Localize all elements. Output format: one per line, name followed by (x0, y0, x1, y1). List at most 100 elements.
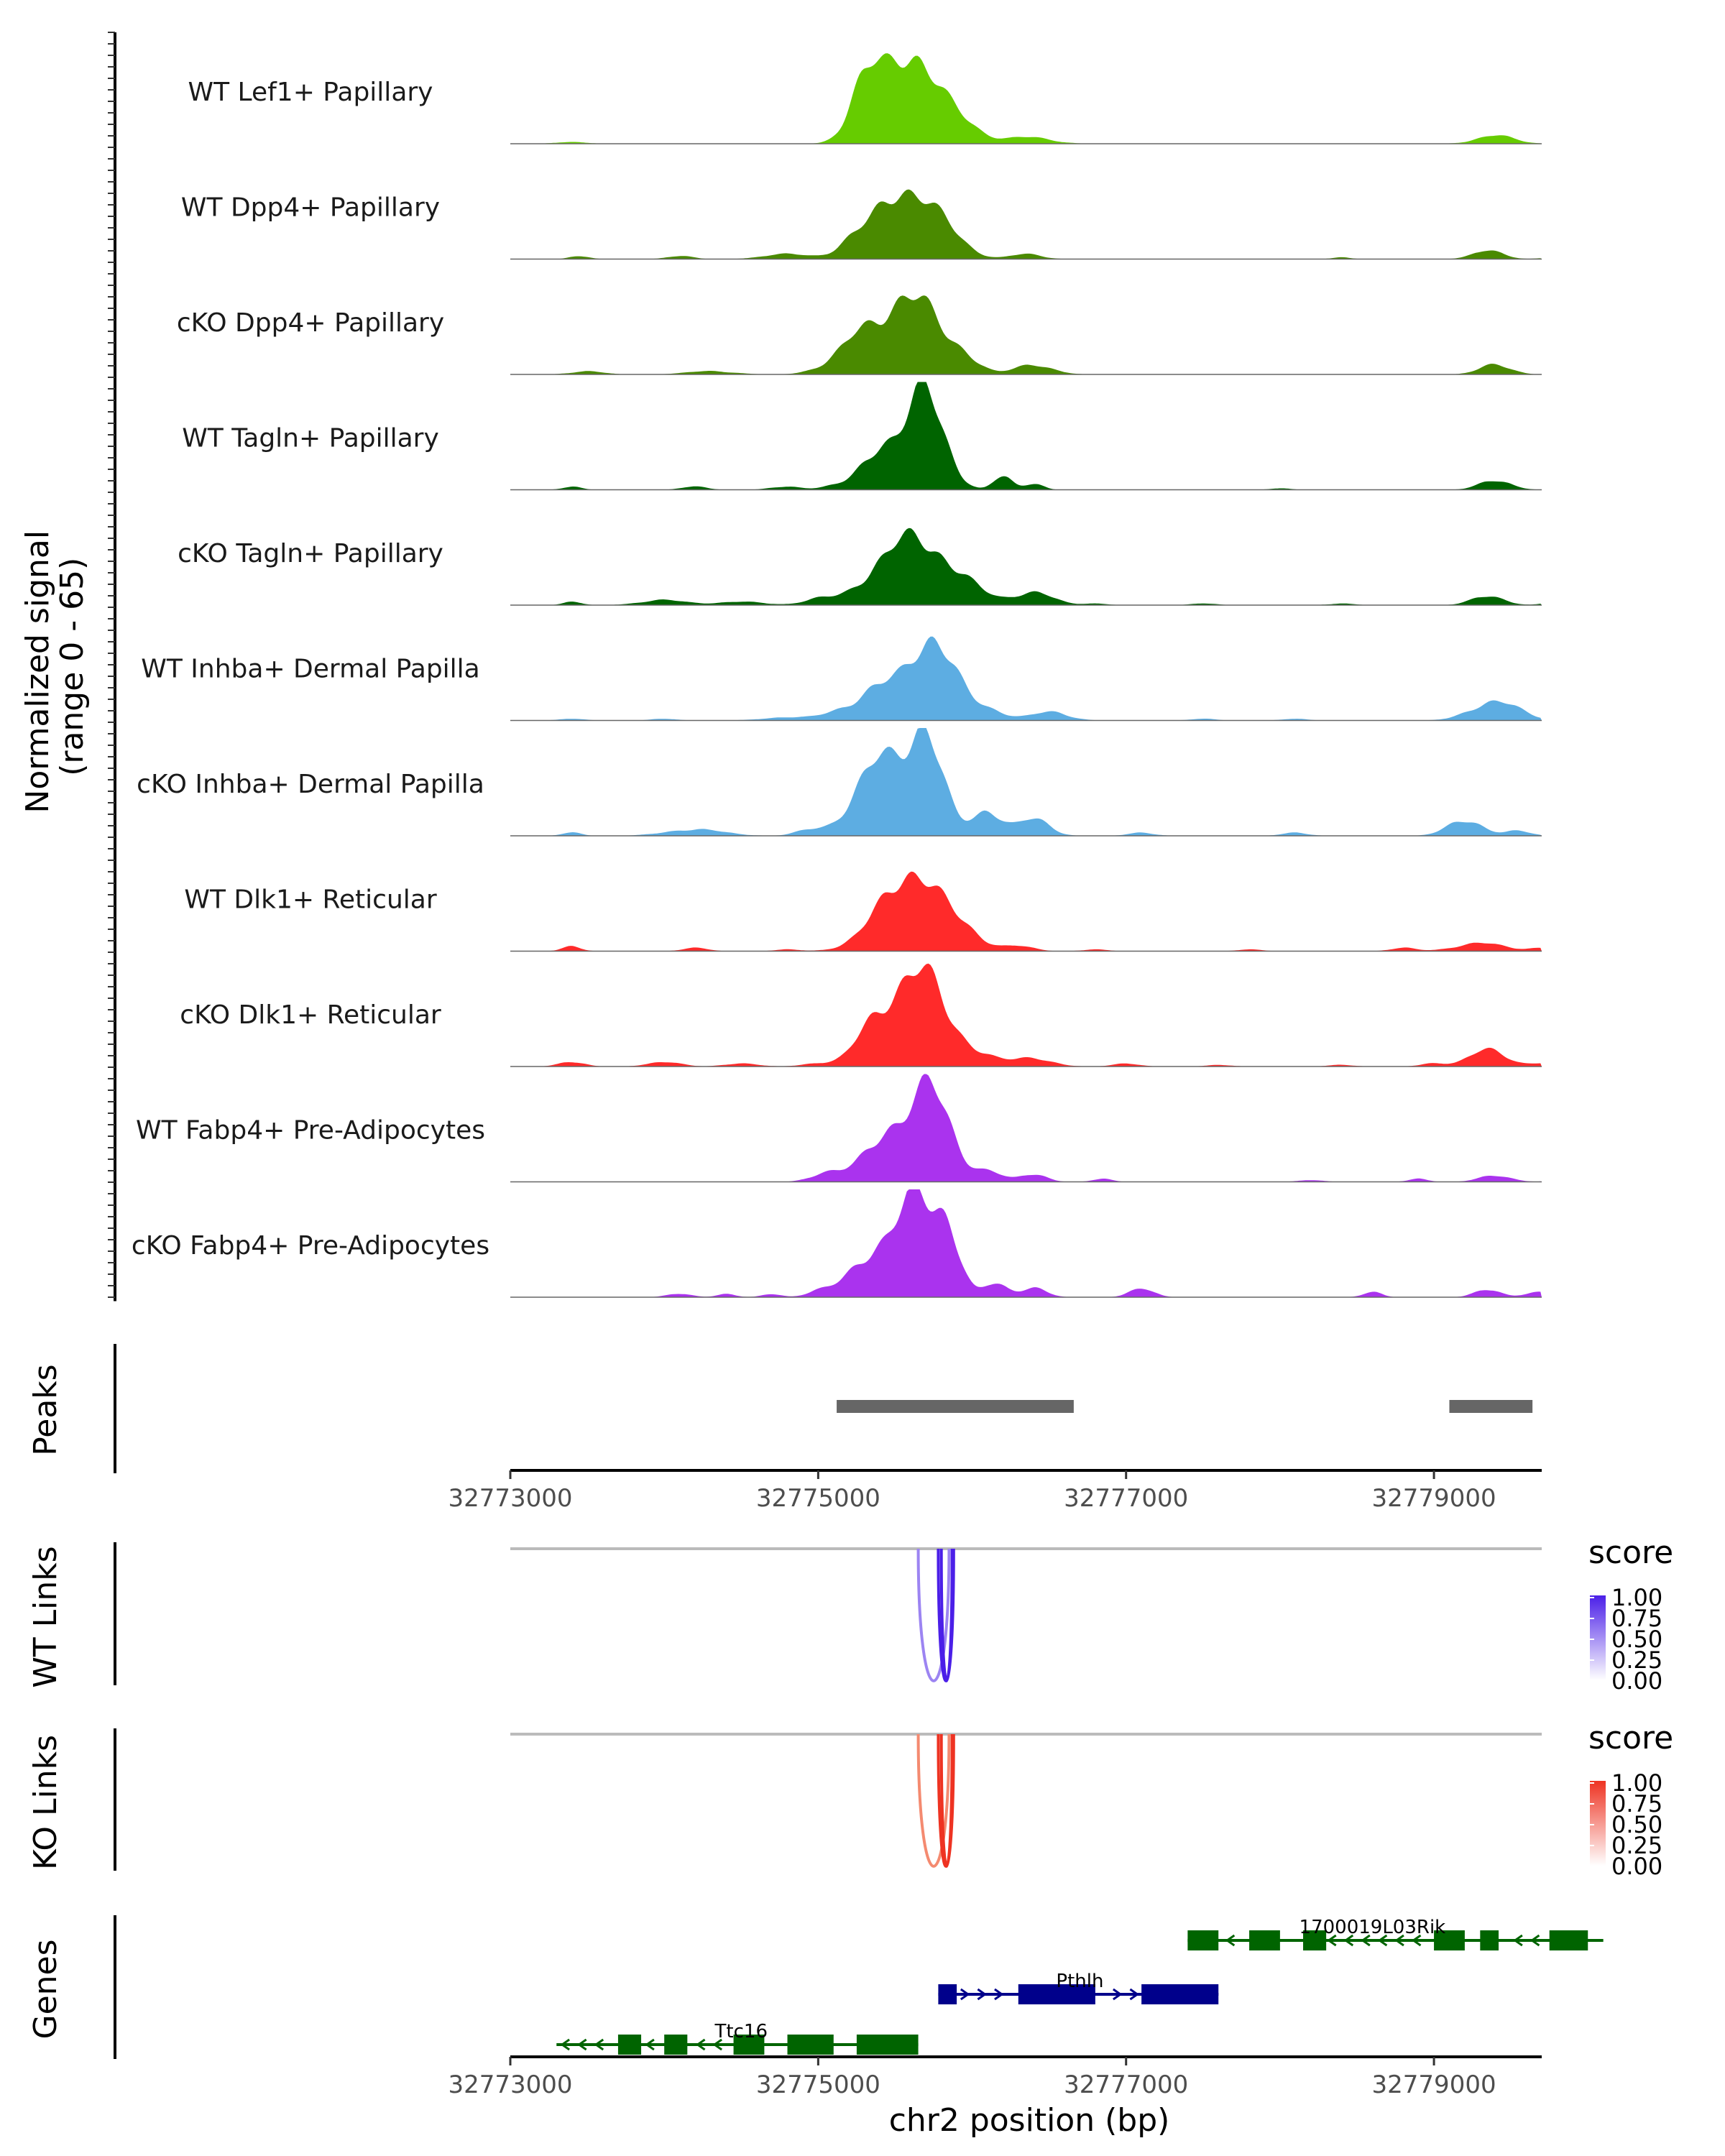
links-legend-colorbar (1590, 1781, 1606, 1866)
links-y-axis-title: KO Links (27, 1735, 64, 1870)
coverage-track-cko-inhba-dermal-papilla: cKO Inhba+ Dermal Papilla (137, 728, 1542, 837)
x-axis-bottom: 32773000 32775000 32777000 32779000 (448, 2055, 1542, 2099)
coverage-area (510, 295, 1542, 374)
x-tick-label: 32773000 (448, 2070, 572, 2099)
gene-strand-arrow (1343, 1934, 1354, 1947)
links-legend-label: 1.00 (1611, 1769, 1662, 1797)
peaks-y-axis-title: Peaks (27, 1364, 64, 1455)
peak-region (1449, 1400, 1533, 1413)
x-tick-label: 32775000 (756, 2070, 880, 2099)
gene-strand-arrow (1113, 1988, 1123, 2001)
gene-strand-arrow (695, 2038, 706, 2051)
coverage-track-label: WT Fabp4+ Pre-Adipocytes (136, 1116, 485, 1146)
coverage-y-axis (108, 32, 116, 1302)
coverage-area (510, 1074, 1542, 1182)
gene-strand-arrow (1513, 1934, 1523, 1947)
links-legend-label: 0.00 (1611, 1667, 1662, 1695)
gene-strand-arrow (594, 2038, 604, 2051)
coverage-area (510, 528, 1542, 605)
gene-label: 1700019L03Rik (1300, 1917, 1446, 1938)
coverage-y-axis-title-line2: (range 0 - 65) (54, 558, 91, 776)
coverage-track-label: cKO Inhba+ Dermal Papilla (137, 770, 484, 799)
gene-exon (1480, 1930, 1499, 1950)
gene-strand-arrow (712, 2038, 723, 2051)
links-legend-label: 0.25 (1611, 1832, 1662, 1859)
link-arc (939, 1733, 954, 1868)
gene-exon (1303, 1930, 1327, 1950)
gene-strand-arrow (577, 2038, 587, 2051)
gene-1700019l03rik: 1700019L03Rik (1187, 1917, 1604, 1950)
x-tick-label: 32779000 (1372, 1484, 1496, 1513)
gene-strand-arrow (1377, 1934, 1388, 1947)
gene-pthlh: Pthlh (938, 1971, 1219, 2004)
x-tick-label: 32779000 (1372, 2070, 1496, 2099)
gene-exon (938, 1984, 957, 2004)
coverage-area (510, 1189, 1542, 1297)
gene-strand-arrow (560, 2038, 570, 2051)
links-legend-label: 1.00 (1611, 1584, 1662, 1611)
coverage-y-axis-title-line1: Normalized signal (19, 530, 56, 814)
gene-exon (1018, 1984, 1095, 2004)
coverage-track-label: cKO Fabp4+ Pre-Adipocytes (132, 1231, 489, 1261)
links-y-axis-title: WT Links (27, 1546, 64, 1687)
gene-exon (1187, 1930, 1219, 1950)
coverage-track-cko-fabp4-pre-adipocytes: cKO Fabp4+ Pre-Adipocytes (132, 1189, 1542, 1298)
links-legend-label: 0.25 (1611, 1646, 1662, 1674)
links-legend: score 1.000.750.500.250.00 (1588, 1534, 1673, 1695)
coverage-area (510, 871, 1542, 952)
coverage-track-label: WT Lef1+ Papillary (188, 78, 433, 107)
gene-exon (1549, 1930, 1588, 1950)
coverage-track-cko-dlk1-reticular: cKO Dlk1+ Reticular (180, 963, 1542, 1067)
coverage-area (510, 382, 1542, 490)
genes-y-axis-title: Genes (27, 1939, 64, 2039)
x-tick-label: 32777000 (1064, 2070, 1188, 2099)
coverage-area (510, 728, 1542, 836)
coverage-track-label: WT Dpp4+ Papillary (181, 193, 440, 223)
coverage-track-cko-dpp4-papillary: cKO Dpp4+ Papillary (177, 295, 1542, 375)
x-tick-label: 32775000 (756, 1484, 880, 1513)
gene-exon (617, 2035, 642, 2055)
coverage-area (510, 189, 1542, 259)
links-legend-label: 0.50 (1611, 1626, 1662, 1653)
coverage-track-label: WT Dlk1+ Reticular (184, 885, 436, 915)
links-legend-label: 0.75 (1611, 1790, 1662, 1818)
gene-exon (1141, 1984, 1219, 2004)
links-legend-title: score (1588, 1720, 1673, 1756)
links-legend-label: 0.75 (1611, 1605, 1662, 1632)
gene-strand-arrow (1530, 1934, 1540, 1947)
peak-region (837, 1400, 1074, 1413)
gene-strand-arrow (960, 1988, 970, 2001)
gene-exon (787, 2035, 834, 2055)
coverage-track-wt-lef1-papillary: WT Lef1+ Papillary (188, 53, 1542, 144)
coverage-track-wt-inhba-dermal-papilla: WT Inhba+ Dermal Papilla (141, 636, 1542, 722)
links-legend-label: 0.00 (1611, 1853, 1662, 1880)
x-tick-label: 32777000 (1064, 1484, 1188, 1513)
coverage-track-label: cKO Dlk1+ Reticular (180, 1000, 441, 1030)
gene-strand-arrow (1394, 1934, 1404, 1947)
gene-strand-arrow (1327, 1934, 1337, 1947)
genes-track: 1700019L03Rik Pthlh Ttc16 (556, 1917, 1604, 2055)
links-track-ko-links: KO Links score 1.000.750.500.250.00 (27, 1720, 1673, 1880)
links-legend-title: score (1588, 1534, 1673, 1571)
coverage-area (510, 636, 1542, 721)
gene-strand-arrow (1225, 1934, 1236, 1947)
x-tick-label: 32773000 (448, 1484, 572, 1513)
coverage-track-label: WT Inhba+ Dermal Papilla (141, 655, 479, 684)
coverage-track-wt-dpp4-papillary: WT Dpp4+ Papillary (181, 189, 1542, 260)
links-legend-label: 0.50 (1611, 1811, 1662, 1838)
gene-strand-arrow (1129, 1988, 1140, 2001)
gene-strand-arrow (1411, 1934, 1422, 1947)
gene-exon (1434, 1930, 1465, 1950)
link-arc (916, 1733, 951, 1868)
link-arc (916, 1548, 951, 1682)
coverage-track-cko-tagln-papillary: cKO Tagln+ Papillary (178, 528, 1542, 606)
gene-exon (664, 2035, 688, 2055)
gene-exon (856, 2035, 919, 2055)
links-track-wt-links: WT Links score 1.000.750.500.250.00 (27, 1534, 1673, 1695)
coverage-track-label: cKO Tagln+ Papillary (178, 539, 443, 568)
links-legend: score 1.000.750.500.250.00 (1588, 1720, 1673, 1880)
gene-label: Ttc16 (714, 2021, 768, 2042)
coverage-track-wt-fabp4-pre-adipocytes: WT Fabp4+ Pre-Adipocytes (136, 1074, 1542, 1183)
